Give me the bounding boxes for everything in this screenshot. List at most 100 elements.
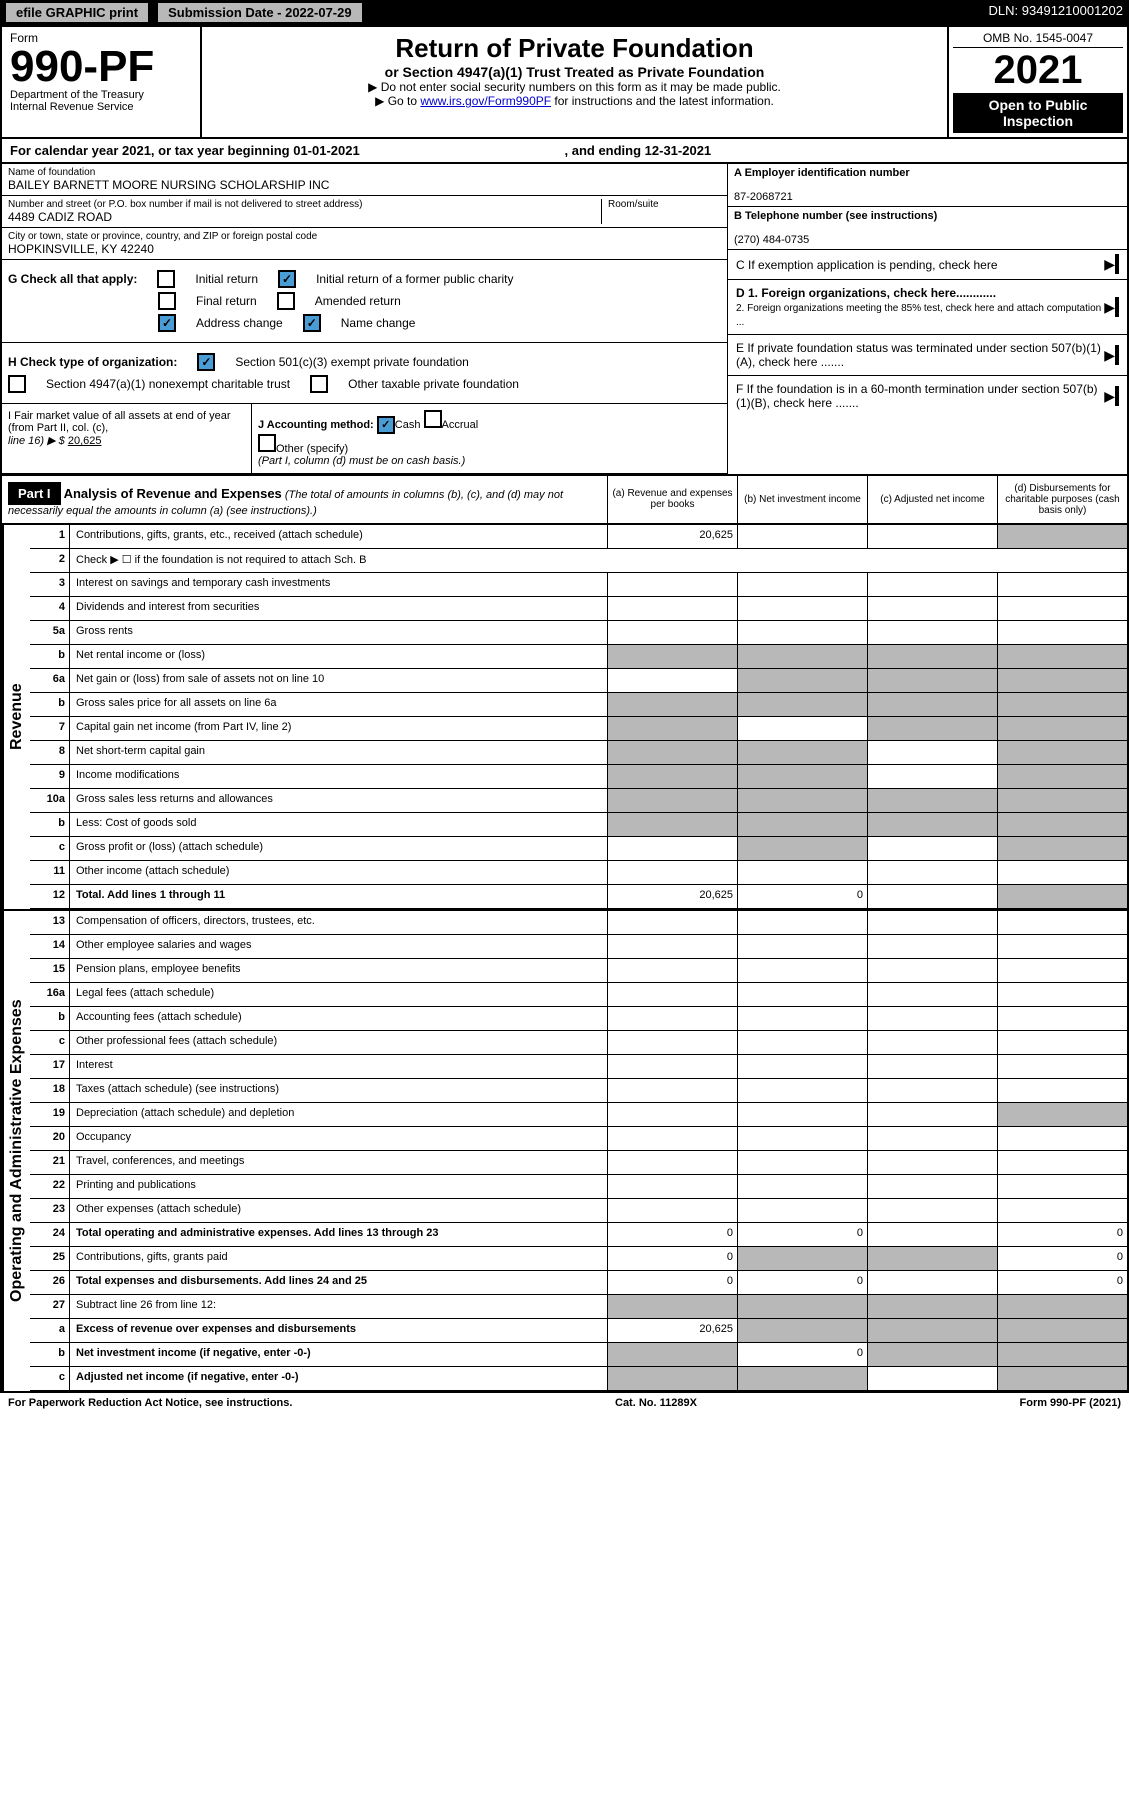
cell-d (997, 1295, 1127, 1318)
chk-final[interactable] (158, 292, 176, 310)
cell-d (997, 1031, 1127, 1054)
cell-a (607, 573, 737, 596)
section-h: H Check type of organization: Section 50… (2, 343, 727, 404)
cell-d (997, 573, 1127, 596)
line-desc: Gross rents (70, 621, 607, 644)
line-num: 18 (30, 1079, 70, 1102)
line-row: 9Income modifications (30, 765, 1127, 789)
line-desc: Travel, conferences, and meetings (70, 1151, 607, 1174)
cell-a (607, 1343, 737, 1366)
foundation-name: BAILEY BARNETT MOORE NURSING SCHOLARSHIP… (8, 178, 721, 192)
line-row: 15Pension plans, employee benefits (30, 959, 1127, 983)
chk-501c3[interactable] (197, 353, 215, 371)
chk-amended[interactable] (277, 292, 295, 310)
line-num: 24 (30, 1223, 70, 1246)
cell-d (997, 669, 1127, 692)
cell-b (737, 1319, 867, 1342)
chk-address[interactable] (158, 314, 176, 332)
chk-f[interactable] (1115, 386, 1119, 406)
chk-other-taxable[interactable] (310, 375, 328, 393)
cell-a (607, 717, 737, 740)
cell-b (737, 983, 867, 1006)
chk-accrual[interactable] (424, 410, 442, 428)
line-row: cOther professional fees (attach schedul… (30, 1031, 1127, 1055)
line-desc: Gross sales less returns and allowances (70, 789, 607, 812)
cell-c (867, 813, 997, 836)
cell-c (867, 1175, 997, 1198)
cell-a (607, 1127, 737, 1150)
line-num: 19 (30, 1103, 70, 1126)
line-row: 23Other expenses (attach schedule) (30, 1199, 1127, 1223)
cell-d (997, 813, 1127, 836)
line-desc: Occupancy (70, 1127, 607, 1150)
section-d: D 1. Foreign organizations, check here..… (728, 280, 1127, 335)
cell-d (997, 789, 1127, 812)
line-num: 15 (30, 959, 70, 982)
line-num: b (30, 645, 70, 668)
revenue-table: Revenue 1Contributions, gifts, grants, e… (0, 525, 1129, 911)
line-num: 27 (30, 1295, 70, 1318)
cell-b (737, 597, 867, 620)
line-desc: Subtract line 26 from line 12: (70, 1295, 607, 1318)
chk-initial[interactable] (157, 270, 175, 288)
chk-name[interactable] (303, 314, 321, 332)
footer-mid: Cat. No. 11289X (615, 1397, 697, 1409)
cell-a (607, 693, 737, 716)
omb-number: OMB No. 1545-0047 (953, 31, 1123, 48)
cell-b (737, 1247, 867, 1270)
chk-other-method[interactable] (258, 434, 276, 452)
cell-c (867, 911, 997, 934)
cell-c (867, 861, 997, 884)
cell-b (737, 1127, 867, 1150)
line-desc: Total. Add lines 1 through 11 (70, 885, 607, 908)
chk-cash[interactable] (377, 416, 395, 434)
cell-b (737, 693, 867, 716)
chk-4947[interactable] (8, 375, 26, 393)
cell-d (997, 959, 1127, 982)
section-c: C If exemption application is pending, c… (728, 250, 1127, 280)
line-row: cAdjusted net income (if negative, enter… (30, 1367, 1127, 1391)
cell-c (867, 885, 997, 908)
cell-a (607, 621, 737, 644)
line-num: 20 (30, 1127, 70, 1150)
line-num: 13 (30, 911, 70, 934)
cell-c (867, 645, 997, 668)
line-desc: Accounting fees (attach schedule) (70, 1007, 607, 1030)
chk-c[interactable] (1115, 254, 1119, 274)
irs-link[interactable]: www.irs.gov/Form990PF (420, 94, 551, 108)
efile-link[interactable]: efile GRAPHIC print (6, 3, 148, 22)
cell-d (997, 1151, 1127, 1174)
cell-d (997, 837, 1127, 860)
line-desc: Capital gain net income (from Part IV, l… (70, 717, 607, 740)
cell-a (607, 669, 737, 692)
line-desc: Less: Cost of goods sold (70, 813, 607, 836)
line-desc: Adjusted net income (if negative, enter … (70, 1367, 607, 1390)
top-bar: efile GRAPHIC print Submission Date - 20… (0, 0, 1129, 25)
cell-b (737, 741, 867, 764)
cell-d (997, 1175, 1127, 1198)
cell-d (997, 645, 1127, 668)
line-num: c (30, 1367, 70, 1390)
cell-a: 20,625 (607, 885, 737, 908)
footer: For Paperwork Reduction Act Notice, see … (0, 1393, 1129, 1413)
line-num: 5a (30, 621, 70, 644)
cell-d: 0 (997, 1247, 1127, 1270)
cell-c (867, 789, 997, 812)
chk-initial-former[interactable] (278, 270, 296, 288)
line-desc: Interest on savings and temporary cash i… (70, 573, 607, 596)
line-desc: Depreciation (attach schedule) and deple… (70, 1103, 607, 1126)
cell-a (607, 765, 737, 788)
line-row: 5aGross rents (30, 621, 1127, 645)
line-desc: Compensation of officers, directors, tru… (70, 911, 607, 934)
line-desc: Taxes (attach schedule) (see instruction… (70, 1079, 607, 1102)
chk-d[interactable] (1115, 297, 1119, 317)
line-row: 4Dividends and interest from securities (30, 597, 1127, 621)
chk-e[interactable] (1115, 345, 1119, 365)
section-e: E If private foundation status was termi… (728, 335, 1127, 376)
line-num: 25 (30, 1247, 70, 1270)
line-row: bLess: Cost of goods sold (30, 813, 1127, 837)
cell-c (867, 621, 997, 644)
cell-d (997, 741, 1127, 764)
cell-b (737, 1175, 867, 1198)
line-num: 7 (30, 717, 70, 740)
